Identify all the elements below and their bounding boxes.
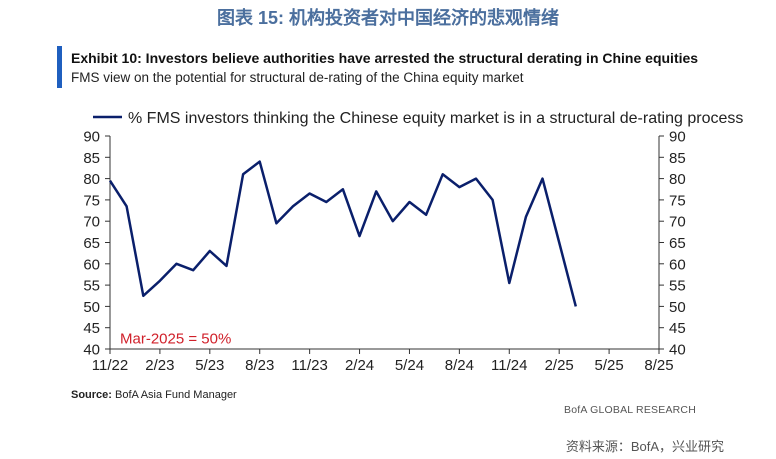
x-tick-label: 5/24 bbox=[395, 357, 424, 374]
figure-title: 图表 15: 机构投资者对中国经济的悲观情绪 bbox=[216, 8, 560, 28]
y-tick-label-left: 85 bbox=[83, 150, 100, 167]
y-tick-label-left: 60 bbox=[83, 256, 100, 273]
y-tick-label-right: 50 bbox=[669, 299, 686, 316]
x-tick-label: 8/24 bbox=[445, 357, 474, 374]
cn-source-note: 资料来源：BofA，兴业研究 bbox=[565, 439, 724, 454]
y-tick-label-left: 55 bbox=[83, 278, 100, 295]
series-line bbox=[108, 160, 578, 307]
y-tick-label-right: 90 bbox=[669, 129, 686, 146]
y-tick-label-left: 40 bbox=[83, 342, 100, 359]
x-tick-label: 5/23 bbox=[195, 357, 224, 374]
y-tick-label-left: 75 bbox=[83, 192, 100, 209]
source-label: Source: bbox=[71, 389, 112, 401]
series-layer bbox=[108, 160, 578, 307]
y-tick-label-right: 75 bbox=[669, 192, 686, 209]
exhibit-title: Exhibit 10: Investors believe authoritie… bbox=[71, 50, 699, 66]
y-tick-label-right: 65 bbox=[669, 235, 686, 252]
y-tick-label-left: 50 bbox=[83, 299, 100, 316]
y-tick-label-left: 80 bbox=[83, 171, 100, 188]
y-tick-label-left: 65 bbox=[83, 235, 100, 252]
exhibit-accent-bar bbox=[57, 46, 62, 88]
legend-label: % FMS investors thinking the Chinese equ… bbox=[128, 110, 743, 127]
y-tick-label-right: 85 bbox=[669, 150, 686, 167]
y-tick-label-right: 70 bbox=[669, 214, 686, 231]
y-tick-label-left: 90 bbox=[83, 129, 100, 146]
source-text: BofA Asia Fund Manager bbox=[115, 389, 237, 401]
y-tick-label-right: 55 bbox=[669, 278, 686, 295]
x-tick-label: 2/24 bbox=[345, 357, 374, 374]
x-tick-label: 2/25 bbox=[545, 357, 574, 374]
chart-annotation: Mar-2025 = 50% bbox=[120, 330, 231, 347]
y-tick-label-right: 60 bbox=[669, 256, 686, 273]
exhibit-subtitle: FMS view on the potential for structural… bbox=[71, 70, 524, 85]
y-tick-label-right: 40 bbox=[669, 342, 686, 359]
y-tick-label-right: 80 bbox=[669, 171, 686, 188]
line-chart: % FMS investors thinking the Chinese equ… bbox=[83, 110, 743, 375]
x-tick-label: 2/23 bbox=[145, 357, 174, 374]
y-tick-label-left: 45 bbox=[83, 320, 100, 337]
x-tick-label: 5/25 bbox=[594, 357, 623, 374]
chart-legend: % FMS investors thinking the Chinese equ… bbox=[93, 110, 743, 127]
x-tick-label: 8/25 bbox=[644, 357, 673, 374]
chart-axes: 40 40 45 45 50 50 55 55 60 60 65 65 70 70 75 75 80 80 85 85… bbox=[83, 129, 685, 375]
y-tick-label-left: 70 bbox=[83, 214, 100, 231]
x-tick-label: 8/23 bbox=[245, 357, 274, 374]
x-tick-label: 11/24 bbox=[491, 357, 527, 374]
x-tick-label: 11/22 bbox=[92, 357, 128, 374]
source-note: Source: BofA Asia Fund Manager bbox=[71, 389, 237, 401]
y-tick-label-right: 45 bbox=[669, 320, 686, 337]
brand-label: BofA GLOBAL RESEARCH bbox=[564, 404, 696, 416]
x-tick-label: 11/23 bbox=[291, 357, 327, 374]
